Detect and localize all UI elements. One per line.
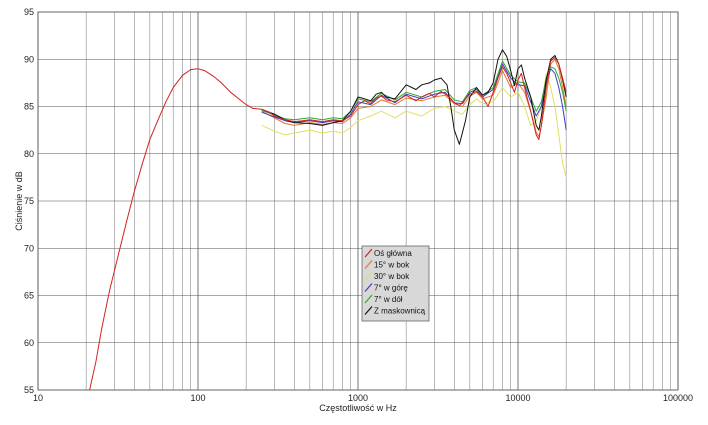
legend-entry: 30° w bok — [374, 272, 410, 281]
series-line — [261, 60, 567, 121]
legend-swatch — [364, 260, 373, 269]
legend-swatch — [364, 294, 373, 304]
series-lines — [89, 49, 567, 391]
y-tick-label: 85 — [24, 102, 34, 112]
y-tick-label: 60 — [24, 338, 34, 348]
x-tick-labels: 10 100 1000 10000 100000 — [33, 393, 693, 403]
x-tick-label: 100000 — [663, 393, 693, 403]
y-tick-label: 75 — [24, 196, 34, 206]
y-tick-labels: 55 60 65 70 75 80 85 90 95 — [24, 7, 34, 395]
legend-entry: Z maskownicą — [374, 307, 426, 316]
x-tick-label: 1000 — [348, 393, 368, 403]
series-line — [261, 49, 567, 145]
y-tick-label: 55 — [24, 385, 34, 395]
legend-swatch — [364, 248, 373, 258]
series-line — [89, 56, 567, 391]
y-tick-label: 90 — [24, 54, 34, 64]
series-line — [261, 63, 567, 131]
y-tick-label: 95 — [24, 7, 34, 17]
legend-swatch — [364, 306, 373, 315]
x-tick-label: 10 — [33, 393, 43, 403]
legend-entry: 7° w górę — [374, 284, 408, 293]
legend-box — [361, 245, 430, 322]
legend-entry: 7° w dół — [374, 295, 403, 304]
y-axis-title: Ciśnienie w dB — [14, 171, 24, 231]
x-axis-title: Częstotliwość w Hz — [319, 403, 397, 413]
y-tick-label: 65 — [24, 291, 34, 301]
y-tick-label: 70 — [24, 243, 34, 253]
x-tick-label: 10000 — [505, 393, 530, 403]
grid — [37, 11, 679, 391]
legend-entry: 15° w bok — [374, 261, 410, 270]
legend-swatch — [364, 283, 373, 292]
legend-entry: Oś główna — [374, 249, 412, 258]
x-tick-label: 100 — [190, 393, 205, 403]
legend-swatch — [364, 271, 373, 281]
legend: Oś główna 15° w bok 30° w bok 7° w górę 7° w… — [361, 245, 430, 322]
y-tick-label: 80 — [24, 149, 34, 159]
